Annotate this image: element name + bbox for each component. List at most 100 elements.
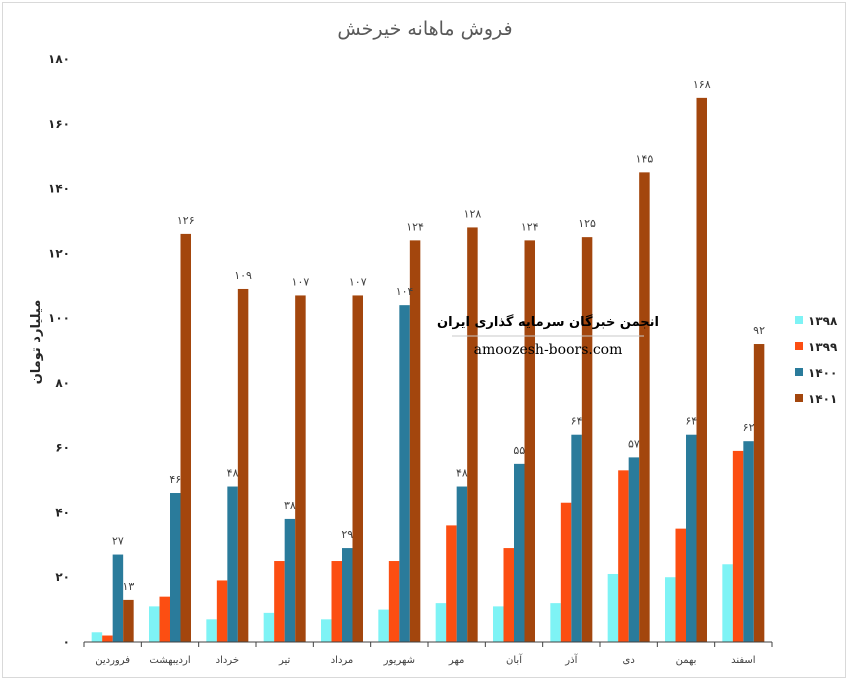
- legend: ۱۳۹۸ ۱۳۹۹ ۱۴۰۰ ۱۴۰۱: [795, 314, 838, 406]
- x-tick-label: دی: [623, 655, 635, 666]
- x-tick-label: تیر: [278, 655, 291, 666]
- bar: [503, 548, 514, 642]
- bar: [227, 486, 238, 642]
- bar: [180, 233, 191, 642]
- data-label: ۱۶۸: [693, 78, 711, 91]
- legend-swatch: [795, 394, 803, 402]
- bar: [524, 240, 535, 642]
- watermark: انجمن خبرگان سرمایه گذاری ایران amoozesh…: [437, 314, 659, 358]
- y-tick-label: ۲۰: [55, 570, 70, 584]
- y-axis-label: میلیارد تومان: [29, 300, 44, 385]
- y-tick-label: ۱۰۰: [48, 311, 70, 325]
- data-label: ۲۷: [112, 535, 124, 548]
- bar: [571, 434, 582, 642]
- bar: [216, 580, 228, 642]
- bar: [331, 561, 342, 642]
- y-tick-label: ۱۸۰: [48, 52, 70, 66]
- legend-label: ۱۳۹۸: [808, 314, 838, 328]
- bar: [123, 599, 134, 642]
- bar: [263, 612, 275, 642]
- bar: [170, 493, 181, 642]
- bar: [237, 288, 249, 642]
- bar: [112, 554, 124, 642]
- data-label: ۴۸: [227, 467, 239, 480]
- legend-swatch: [795, 316, 803, 324]
- y-tick-label: ۴۰: [55, 505, 70, 519]
- data-label: ۴۸: [456, 467, 468, 480]
- bar: [732, 450, 744, 642]
- legend-label: ۱۴۰۱: [808, 392, 837, 406]
- data-label: ۶۲: [743, 421, 755, 434]
- y-axis-ticks: ۰ ۲۰ ۴۰ ۶۰ ۸۰ ۱۰۰ ۱۲۰ ۱۴۰ ۱۶۰ ۱۸۰: [48, 52, 70, 649]
- bar: [628, 457, 640, 642]
- bar: [675, 528, 686, 642]
- x-tick-label: بهمن: [676, 655, 697, 666]
- x-tick-label: مرداد: [331, 655, 354, 666]
- bars-group: [91, 97, 765, 642]
- data-label: ۱۲۶: [177, 214, 195, 227]
- bar: [284, 518, 296, 642]
- bar: [639, 172, 650, 642]
- legend-swatch: [795, 368, 803, 376]
- bar: [560, 502, 572, 642]
- y-tick-label: ۱۲۰: [48, 246, 70, 260]
- data-label: ۱۲۸: [464, 207, 482, 220]
- data-label: ۱۰۹: [234, 269, 252, 282]
- bar: [159, 596, 170, 642]
- data-label: ۳۸: [284, 499, 296, 512]
- bar: [686, 434, 697, 642]
- x-tick-label: مهر: [448, 655, 464, 666]
- bar: [618, 470, 629, 642]
- data-label: ۱۴۵: [636, 152, 654, 165]
- y-tick-label: ۸۰: [55, 376, 70, 390]
- data-label: ۱۰۷: [292, 275, 310, 288]
- data-label: ۵۵: [513, 444, 525, 457]
- y-tick-label: ۰: [63, 635, 70, 649]
- bar: [102, 635, 113, 642]
- bar: [514, 463, 525, 642]
- x-axis-ticks: فروردین اردیبهشت خرداد تیر مرداد شهریور مهر آبا…: [83, 642, 773, 666]
- bar: [467, 227, 478, 642]
- bar: [342, 548, 353, 642]
- bar: [581, 237, 593, 642]
- bar: [91, 632, 103, 642]
- y-tick-label: ۱۴۰: [48, 182, 70, 196]
- bar: [206, 619, 217, 642]
- data-label: ۱۲۴: [521, 220, 539, 233]
- watermark-title: انجمن خبرگان سرمایه گذاری ایران: [437, 314, 659, 330]
- x-tick-label: شهریور: [383, 655, 415, 666]
- y-tick-label: ۶۰: [55, 441, 70, 455]
- data-label: ۶۴: [571, 415, 583, 428]
- data-label: ۱۲۵: [578, 217, 596, 230]
- y-tick-label: ۱۶۰: [48, 117, 70, 131]
- x-tick-label: آبان: [506, 653, 523, 666]
- x-tick-label: اسفند: [731, 655, 755, 666]
- bar: [550, 603, 561, 642]
- bar: [149, 606, 160, 642]
- bar: [435, 603, 447, 642]
- data-labels-group: ۲۷ ۱۳ ۴۶ ۱۲۶ ۴۸ ۱۰۹ ۳۸ ۱۰۷ ۲۹ ۱۰۷ ۱۰۴ ۱۲۴ ۴۸ ۱۲۸ ۵۵ ۱۲۴…: [112, 78, 765, 593]
- bar: [378, 609, 389, 642]
- data-label: ۱۰۷: [349, 275, 367, 288]
- bar: [607, 573, 619, 642]
- bar: [722, 564, 733, 642]
- bar: [274, 561, 285, 642]
- bar: [409, 240, 421, 642]
- legend-swatch: [795, 342, 803, 350]
- bar: [399, 305, 410, 642]
- data-label: ۱۲۴: [406, 220, 424, 233]
- data-label: ۱۳: [123, 580, 135, 593]
- data-label: ۶۴: [685, 415, 697, 428]
- bar: [665, 577, 676, 642]
- bar: [753, 344, 765, 642]
- bar: [493, 606, 504, 642]
- x-tick-label: اردیبهشت: [149, 655, 190, 666]
- bar: [696, 97, 707, 642]
- data-label: ۱۰۴: [396, 285, 414, 298]
- bar: [446, 525, 457, 642]
- legend-label: ۱۴۰۰: [808, 366, 837, 380]
- bar: [295, 295, 306, 642]
- x-tick-label: خرداد: [216, 655, 239, 666]
- bar: [321, 619, 332, 642]
